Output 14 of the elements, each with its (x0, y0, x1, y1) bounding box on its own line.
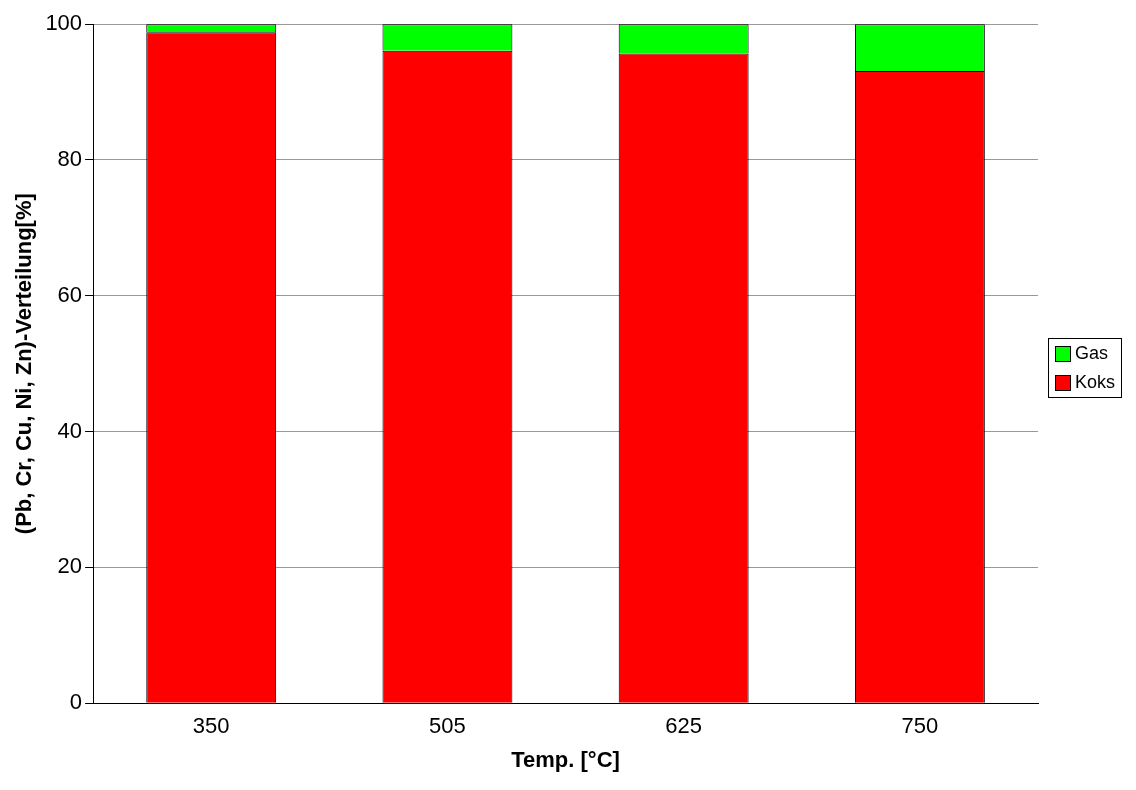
y-tick-label: 40 (57, 417, 83, 443)
x-tick-label: 750 (901, 713, 939, 739)
y-tick-label: 0 (69, 689, 83, 715)
y-axis-title: (Pb, Cr, Cu, Ni, Zn)-Verteilung[%] (11, 193, 37, 535)
x-axis-title: Temp. [°C] (511, 746, 620, 772)
y-tick-label: 20 (57, 553, 83, 579)
y-tick-label: 100 (45, 10, 83, 36)
x-tick-label: 350 (192, 713, 230, 739)
text: Koks (1074, 372, 1115, 393)
x-tick-label: 625 (665, 713, 703, 739)
x-tick-label: 505 (429, 713, 466, 739)
y-tick-label: 80 (57, 146, 83, 172)
y-tick-label: 60 (57, 281, 83, 307)
legend-label: Gas (1074, 343, 1108, 364)
